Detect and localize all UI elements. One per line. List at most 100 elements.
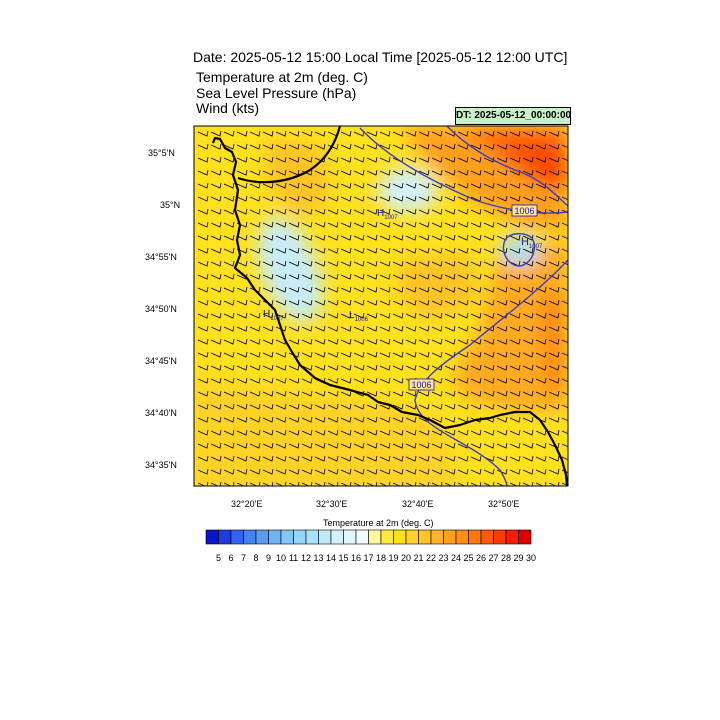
wind-barb bbox=[392, 338, 404, 345]
wind-barb bbox=[548, 468, 560, 475]
wind-barb bbox=[197, 221, 209, 228]
wind-barb bbox=[509, 468, 521, 475]
wind-barb bbox=[249, 351, 261, 358]
wind-barb bbox=[392, 416, 404, 423]
wind-barb bbox=[379, 273, 391, 280]
wind-barb bbox=[483, 468, 495, 475]
wind-barb bbox=[509, 234, 521, 241]
wind-barb bbox=[262, 338, 274, 345]
wind-barb bbox=[548, 338, 560, 345]
wind-barb bbox=[548, 299, 560, 306]
wind-barb bbox=[379, 299, 391, 306]
wind-barb bbox=[379, 195, 391, 202]
wind-barb bbox=[314, 481, 326, 486]
wind-barb bbox=[236, 403, 248, 410]
wind-barb bbox=[496, 273, 508, 280]
wind-barb bbox=[262, 403, 274, 410]
wind-barb bbox=[548, 208, 560, 215]
wind-barb bbox=[236, 182, 248, 189]
lon-label: 32°30'E bbox=[316, 499, 348, 509]
wind-barb bbox=[249, 325, 261, 332]
wind-barb bbox=[353, 325, 365, 332]
wind-barb bbox=[522, 351, 534, 358]
wind-barb bbox=[314, 130, 326, 137]
wind-barb bbox=[548, 429, 560, 436]
wind-barb bbox=[392, 130, 404, 137]
wind-barb bbox=[496, 208, 508, 215]
wind-barb bbox=[301, 286, 313, 293]
subtitle-temperature: Temperature at 2m (deg. C) bbox=[196, 69, 368, 85]
wind-barb bbox=[444, 221, 456, 228]
wind-barb bbox=[236, 286, 248, 293]
wind-barb bbox=[548, 442, 560, 449]
wind-barb bbox=[366, 312, 378, 319]
wind-barb bbox=[470, 299, 482, 306]
wind-barb bbox=[405, 169, 417, 176]
wind-barb bbox=[314, 182, 326, 189]
wind-barb bbox=[314, 286, 326, 293]
wind-barb bbox=[275, 442, 287, 449]
wind-barb bbox=[366, 416, 378, 423]
wind-barb bbox=[301, 299, 313, 306]
wind-barb bbox=[366, 182, 378, 189]
wind-barb bbox=[457, 234, 469, 241]
wind-barb bbox=[275, 286, 287, 293]
wind-barb bbox=[509, 455, 521, 462]
wind-barb bbox=[301, 455, 313, 462]
wind-barb bbox=[496, 364, 508, 371]
wind-barb bbox=[197, 455, 209, 462]
wind-barb bbox=[275, 429, 287, 436]
wind-barb bbox=[249, 156, 261, 163]
wind-barb bbox=[522, 299, 534, 306]
wind-barb bbox=[314, 208, 326, 215]
wind-barb bbox=[379, 338, 391, 345]
wind-barb bbox=[548, 455, 560, 462]
wind-barb bbox=[262, 390, 274, 397]
wind-barb bbox=[483, 247, 495, 254]
wind-barb bbox=[301, 468, 313, 475]
wind-barb bbox=[327, 416, 339, 423]
wind-barb bbox=[418, 429, 430, 436]
wind-barb bbox=[509, 429, 521, 436]
wind-barb bbox=[301, 364, 313, 371]
wind-barb bbox=[470, 429, 482, 436]
wind-barb bbox=[535, 338, 547, 345]
wind-barb bbox=[340, 338, 352, 345]
wind-barb bbox=[223, 260, 235, 267]
wind-barb bbox=[262, 481, 274, 486]
wind-barb bbox=[288, 455, 300, 462]
wind-barb bbox=[366, 403, 378, 410]
isobar-1006-north bbox=[359, 127, 568, 214]
wind-barb bbox=[561, 404, 568, 409]
wind-barb bbox=[535, 156, 547, 163]
wind-barb bbox=[327, 442, 339, 449]
wind-barb bbox=[236, 377, 248, 384]
wind-barb bbox=[457, 169, 469, 176]
wind-barb bbox=[262, 468, 274, 475]
wind-barb bbox=[548, 234, 560, 241]
wind-barb bbox=[210, 169, 222, 176]
wind-barb bbox=[522, 377, 534, 384]
wind-barb bbox=[496, 182, 508, 189]
wind-barb bbox=[314, 234, 326, 241]
wind-barb bbox=[535, 169, 547, 176]
wind-barb bbox=[444, 455, 456, 462]
wind-barb bbox=[509, 403, 521, 410]
wind-barb bbox=[431, 221, 443, 228]
wind-barb bbox=[522, 416, 534, 423]
wind-barb bbox=[288, 260, 300, 267]
wind-barb bbox=[405, 481, 417, 486]
wind-barb bbox=[470, 208, 482, 215]
wind-barb bbox=[197, 390, 209, 397]
wind-barb bbox=[535, 403, 547, 410]
wind-barb bbox=[522, 325, 534, 332]
wind-barb bbox=[353, 208, 365, 215]
wind-barb bbox=[288, 299, 300, 306]
wind-barb bbox=[314, 325, 326, 332]
contour-label-1: 1006 bbox=[511, 204, 538, 217]
wind-barb bbox=[353, 312, 365, 319]
wind-barb bbox=[405, 143, 417, 150]
wind-barb bbox=[509, 182, 521, 189]
wind-barb bbox=[275, 260, 287, 267]
